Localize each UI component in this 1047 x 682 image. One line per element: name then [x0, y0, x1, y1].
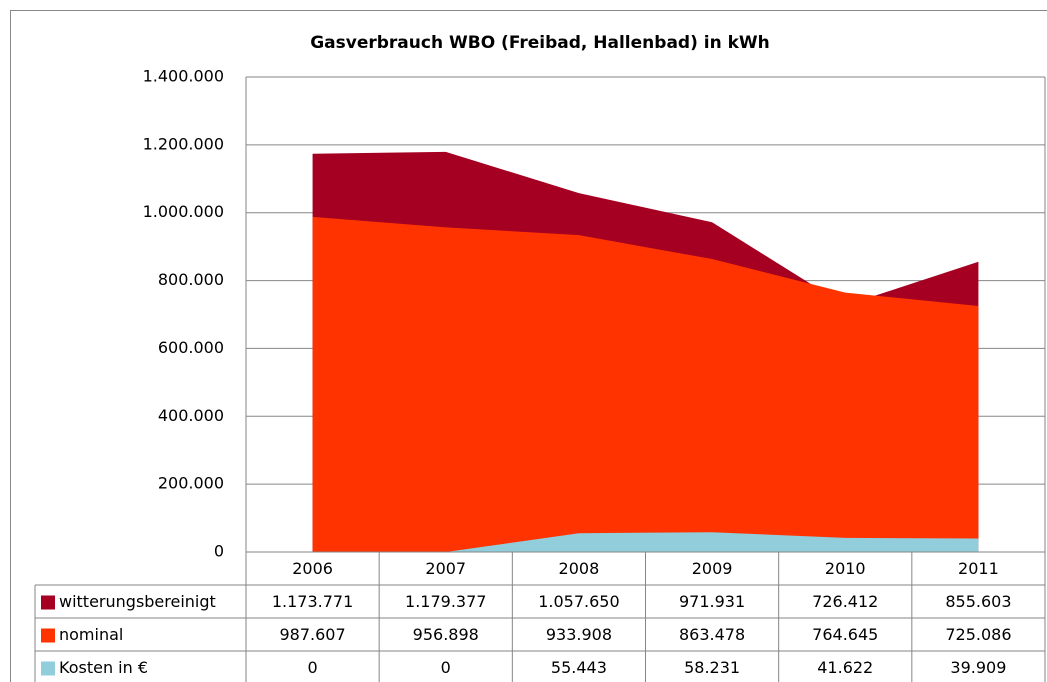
table-value: 855.603 — [945, 592, 1011, 611]
table-value: 956.898 — [413, 625, 479, 644]
y-tick-label: 600.000 — [158, 338, 224, 357]
table-value: 0 — [441, 658, 451, 677]
table-value: 39.909 — [950, 658, 1006, 677]
table-value: 1.057.650 — [538, 592, 619, 611]
area — [312, 532, 979, 552]
x-tick-label: 2010 — [825, 559, 866, 578]
legend-label: Kosten in € — [59, 658, 148, 677]
table-value: 971.931 — [679, 592, 745, 611]
y-tick-label: 400.000 — [158, 406, 224, 425]
legend-key — [41, 595, 55, 610]
x-tick-label: 2009 — [692, 559, 733, 578]
table-value: 764.645 — [812, 625, 878, 644]
table-value: 933.908 — [546, 625, 612, 644]
x-tick-label: 2006 — [292, 559, 333, 578]
table-value: 1.179.377 — [405, 592, 486, 611]
x-tick-label: 2007 — [425, 559, 466, 578]
legend-key — [41, 628, 55, 643]
table-value: 726.412 — [812, 592, 878, 611]
area — [312, 216, 979, 552]
table-value: 55.443 — [551, 658, 607, 677]
legend-label: witterungsbereinigt — [59, 592, 216, 611]
y-tick-label: 1.000.000 — [143, 202, 224, 221]
table-value: 863.478 — [679, 625, 745, 644]
legend-key — [41, 661, 55, 676]
table-value: 41.622 — [817, 658, 873, 677]
y-tick-label: 0 — [214, 542, 224, 561]
legend-label: nominal — [59, 625, 123, 644]
y-tick-label: 1.400.000 — [143, 67, 224, 86]
table-value: 1.173.771 — [272, 592, 353, 611]
table-value: 725.086 — [945, 625, 1011, 644]
table-value: 987.607 — [279, 625, 345, 644]
chart-title: Gasverbrauch WBO (Freibad, Hallenbad) in… — [310, 33, 770, 53]
table-value: 58.231 — [684, 658, 740, 677]
y-tick-label: 1.200.000 — [143, 134, 224, 153]
x-tick-label: 2011 — [958, 559, 999, 578]
x-tick-label: 2008 — [559, 559, 600, 578]
y-tick-label: 800.000 — [158, 270, 224, 289]
table-value: 0 — [307, 658, 317, 677]
y-tick-label: 200.000 — [158, 474, 224, 493]
